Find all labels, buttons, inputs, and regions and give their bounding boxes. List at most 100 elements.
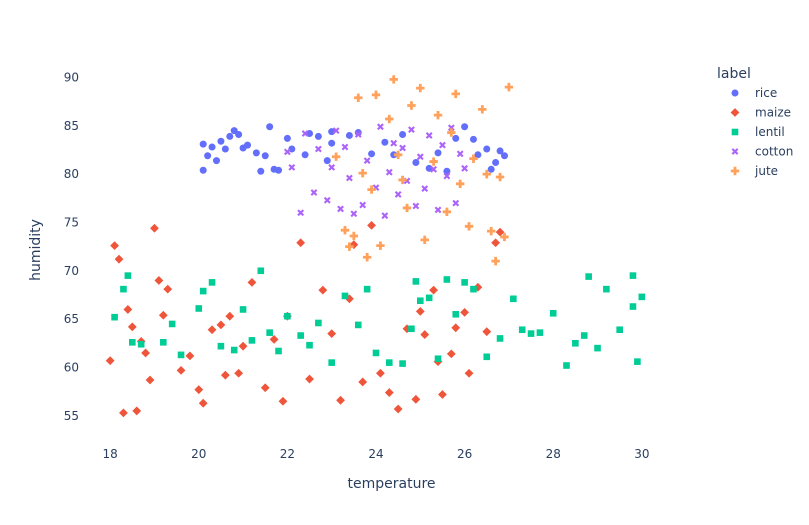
maize-point xyxy=(358,377,368,387)
jute-point xyxy=(433,110,443,120)
maize-point xyxy=(234,368,244,378)
x-tick-label: 26 xyxy=(457,447,472,461)
lentil-point xyxy=(328,359,335,366)
jute-point xyxy=(491,256,500,266)
lentil-point xyxy=(563,362,570,369)
legend-item-rice[interactable]: rice xyxy=(731,86,778,100)
lentil-point xyxy=(354,321,362,329)
jute-point xyxy=(367,185,376,194)
legend-label-cotton: cotton xyxy=(755,145,793,159)
cotton-point xyxy=(408,126,415,134)
maize-point xyxy=(260,383,270,393)
rice-point xyxy=(474,151,482,159)
rice-point xyxy=(217,137,225,145)
jute-point xyxy=(358,168,367,178)
maize-point xyxy=(123,305,133,314)
rice-point xyxy=(199,166,207,174)
legend-item-cotton[interactable]: cotton xyxy=(731,145,794,159)
rice-point xyxy=(212,157,220,165)
jute-point xyxy=(389,75,398,84)
rice-point xyxy=(204,152,212,160)
cotton-point xyxy=(443,172,451,180)
y-tick-label: 85 xyxy=(64,119,79,133)
jute-point xyxy=(447,128,456,137)
cotton-point xyxy=(283,148,291,156)
lentil-point xyxy=(160,339,167,346)
rice-point xyxy=(399,130,407,138)
rice-point xyxy=(314,132,322,140)
rice-point xyxy=(368,150,376,158)
rice-point xyxy=(252,149,260,157)
x-tick-label: 28 xyxy=(546,447,561,461)
legend-label-maize: maize xyxy=(755,106,791,120)
x-tick-label: 22 xyxy=(280,447,295,461)
lentil-point xyxy=(594,344,601,352)
x-axis-title: temperature xyxy=(348,476,436,492)
maize-point xyxy=(198,398,208,408)
lentil-point xyxy=(527,330,535,337)
cotton-point xyxy=(323,196,331,204)
maize-point xyxy=(451,323,461,333)
cotton-point xyxy=(412,202,420,210)
maize-point xyxy=(278,396,288,406)
jute-point xyxy=(442,207,452,217)
maize-point xyxy=(114,254,124,264)
maize-point xyxy=(336,395,345,405)
lentil-point xyxy=(470,285,477,293)
maize-point xyxy=(464,368,474,378)
legend-label-jute: jute xyxy=(754,164,778,178)
lentil-point xyxy=(363,285,371,293)
lentil-point xyxy=(408,325,415,333)
cotton-point xyxy=(346,174,353,182)
lentil-point xyxy=(137,340,145,348)
y-axis-ticks: 55 60 65 70 75 80 85 90 xyxy=(64,70,79,422)
jute-point xyxy=(354,93,363,102)
plot-background xyxy=(88,62,695,438)
cotton-point xyxy=(452,199,460,207)
rice-point xyxy=(496,147,504,155)
maize-point xyxy=(119,408,128,418)
cotton-point xyxy=(354,131,362,138)
maize-point xyxy=(158,310,168,320)
rice-point xyxy=(257,167,265,175)
maize-point xyxy=(154,276,164,285)
legend-item-maize[interactable]: maize xyxy=(730,106,791,120)
lentil-point xyxy=(275,347,282,355)
lentil-point xyxy=(120,285,127,293)
legend-item-jute[interactable]: jute xyxy=(730,164,778,178)
legend-item-lentil[interactable]: lentil xyxy=(731,125,785,139)
maize-point xyxy=(460,307,470,317)
maize-point xyxy=(446,349,456,359)
lentil-point xyxy=(111,313,118,321)
maize-point xyxy=(185,351,195,361)
cotton-point xyxy=(377,123,384,131)
maize-point xyxy=(491,238,501,248)
y-axis-title: humidity xyxy=(28,219,44,281)
x-tick-label: 24 xyxy=(368,447,383,461)
y-tick-label: 70 xyxy=(64,264,79,278)
maize-point xyxy=(495,227,505,237)
lentil-point xyxy=(580,332,588,339)
maize-point xyxy=(438,390,447,399)
lentil-point xyxy=(452,310,460,318)
y-tick-label: 80 xyxy=(64,167,79,181)
rice-point xyxy=(461,123,469,131)
maize-point xyxy=(207,325,217,335)
lentil-point xyxy=(629,272,637,279)
lentil-point xyxy=(248,337,256,344)
cotton-point xyxy=(416,153,424,161)
rice-point xyxy=(261,152,269,160)
rice-point xyxy=(354,129,362,137)
jute-point xyxy=(345,242,354,251)
jute-point xyxy=(376,241,385,250)
rice-point xyxy=(345,131,353,139)
maize-point xyxy=(415,306,425,316)
cotton-point xyxy=(337,205,344,213)
rice-point xyxy=(288,145,296,153)
maize-point xyxy=(238,341,248,351)
lentil-point xyxy=(425,294,433,302)
maize-point xyxy=(110,241,119,251)
cotton-point xyxy=(421,185,429,193)
cotton-point xyxy=(359,201,367,209)
